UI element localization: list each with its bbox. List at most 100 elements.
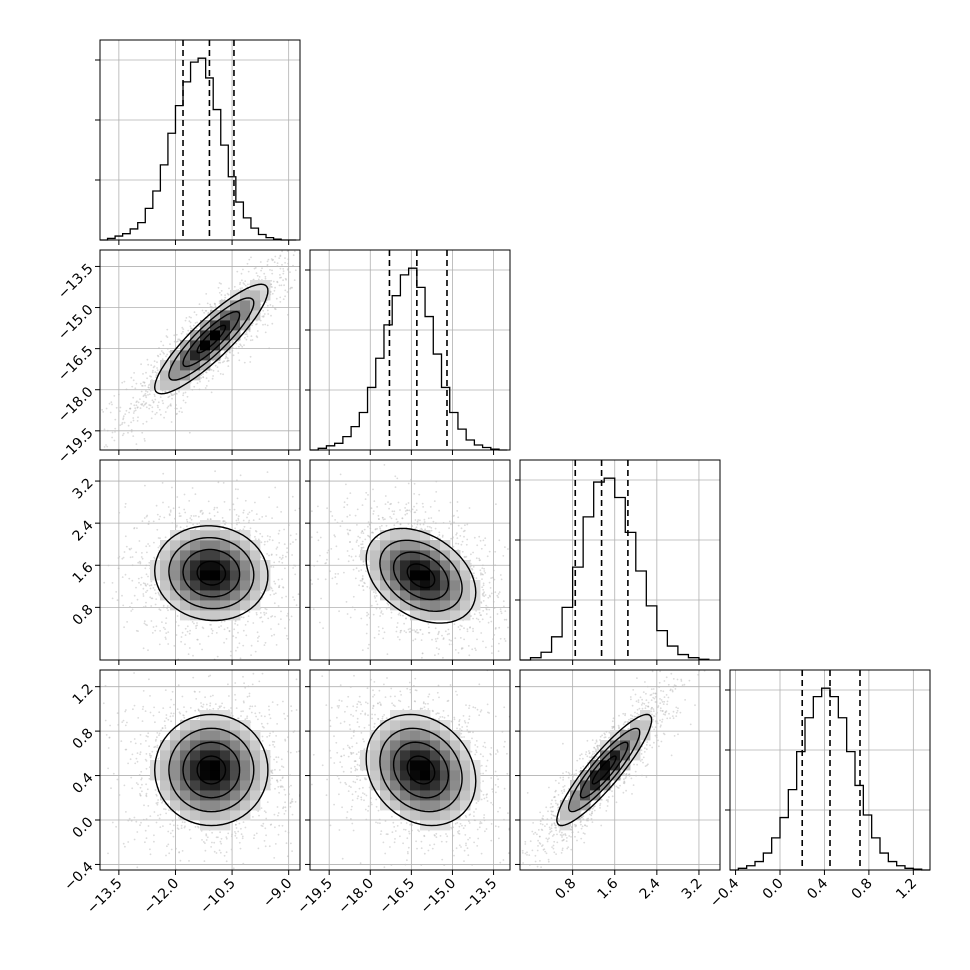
sample-point: [161, 358, 164, 361]
sample-point: [122, 556, 125, 559]
sample-point: [460, 543, 463, 546]
density-cell: [210, 560, 221, 571]
sample-point: [315, 247, 317, 249]
density-cell: [410, 530, 421, 541]
sample-point: [473, 572, 475, 575]
sample-point: [122, 415, 125, 418]
sample-point: [228, 695, 230, 697]
density-cell: [210, 570, 221, 581]
sample-point: [288, 524, 290, 526]
sample-point: [457, 542, 460, 545]
sample-point: [379, 527, 382, 530]
sample-point: [195, 625, 197, 627]
sample-point: [463, 667, 465, 669]
sample-point: [106, 429, 109, 432]
sample-point: [375, 592, 377, 594]
sample-point: [482, 600, 485, 602]
density-cell: [470, 600, 481, 611]
sample-point: [310, 536, 313, 539]
density-cell: [380, 570, 391, 581]
sample-point: [224, 294, 227, 297]
sample-point: [283, 284, 285, 287]
sample-point: [204, 696, 207, 699]
sample-point: [273, 580, 276, 583]
sample-point: [188, 632, 191, 635]
sample-point: [256, 323, 258, 325]
sample-point: [169, 404, 172, 407]
sample-point: [240, 272, 243, 275]
sample-point: [85, 632, 87, 634]
sample-point: [154, 629, 157, 632]
sample-point: [292, 596, 294, 598]
sample-point: [238, 822, 241, 825]
density-cell: [410, 580, 421, 591]
sample-point: [216, 511, 219, 514]
sample-point: [187, 653, 190, 655]
sample-point: [381, 516, 384, 519]
sample-point: [281, 211, 283, 213]
sample-point: [403, 630, 406, 632]
sample-point: [480, 601, 482, 603]
sample-point: [438, 509, 440, 512]
sample-point: [268, 496, 270, 499]
sample-point: [257, 718, 259, 721]
sample-point: [184, 634, 187, 636]
sample-point: [196, 321, 199, 324]
sample-point: [318, 608, 320, 610]
sample-point: [151, 371, 154, 374]
sample-point: [167, 631, 170, 633]
sample-point: [271, 292, 274, 295]
sample-point: [367, 534, 369, 537]
sample-point: [302, 221, 304, 223]
sample-point: [470, 615, 472, 617]
sample-point: [230, 712, 233, 714]
sample-point: [435, 491, 438, 493]
sample-point: [198, 303, 201, 306]
sample-point: [171, 829, 174, 832]
sample-point: [330, 548, 333, 550]
sample-point: [334, 236, 336, 238]
sample-point: [151, 410, 154, 413]
sample-point: [196, 622, 198, 624]
sample-point: [111, 436, 113, 439]
sample-point: [294, 538, 297, 541]
contour-line: [365, 527, 477, 624]
sample-point: [166, 607, 169, 610]
sample-point: [419, 523, 422, 526]
sample-point: [122, 432, 125, 435]
sample-point: [144, 582, 147, 585]
sample-point: [247, 283, 249, 286]
sample-point: [357, 545, 360, 547]
sample-point: [156, 367, 159, 369]
sample-point: [150, 580, 153, 583]
sample-point: [248, 873, 250, 875]
density-cell: [180, 370, 191, 381]
sample-point: [356, 539, 358, 542]
sample-point: [276, 281, 279, 284]
sample-point: [123, 421, 126, 424]
density-cell: [450, 580, 461, 591]
sample-point: [143, 517, 146, 519]
sample-point: [193, 690, 196, 693]
sample-point: [39, 475, 41, 477]
sample-point: [261, 620, 264, 623]
sample-point: [279, 779, 282, 782]
sample-point: [480, 572, 482, 575]
sample-point: [289, 271, 291, 273]
sample-point: [406, 512, 408, 515]
sample-point: [173, 340, 176, 343]
density-cell: [250, 570, 261, 581]
sample-point: [480, 547, 483, 550]
density-cell: [220, 610, 231, 621]
sample-point: [361, 575, 364, 577]
sample-point: [189, 325, 192, 328]
sample-point: [499, 608, 502, 610]
sample-point: [108, 402, 111, 405]
sample-point: [291, 554, 293, 556]
sample-point: [178, 512, 181, 515]
sample-point: [363, 528, 366, 531]
sample-point: [151, 632, 154, 634]
sample-point: [148, 404, 151, 406]
sample-point: [157, 799, 160, 801]
sample-point: [245, 333, 248, 336]
